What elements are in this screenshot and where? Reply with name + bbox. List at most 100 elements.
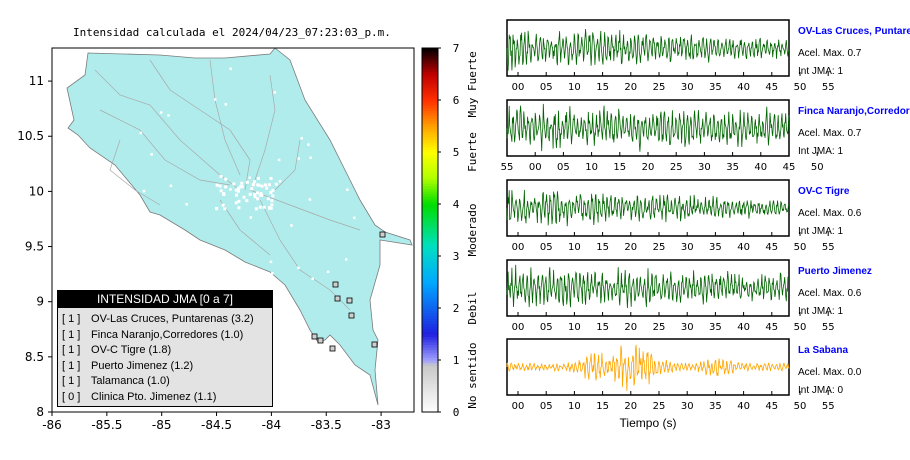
town-marker <box>139 131 143 135</box>
town-marker <box>86 267 89 270</box>
legend-entry: [ 1 ] Finca Naranjo,Corredores (1.0) <box>62 328 254 344</box>
colorbar-segment <box>422 219 438 223</box>
colorbar-segment <box>422 209 438 213</box>
colorbar-segment <box>422 180 438 184</box>
town-marker <box>223 207 227 211</box>
map-x-tick-label: -84 <box>262 418 282 432</box>
map-y-tick-label: 9.5 <box>25 240 44 254</box>
station-marker <box>346 297 353 304</box>
colorbar-segment <box>422 287 438 291</box>
town-marker <box>119 218 122 221</box>
colorbar-segment <box>422 269 438 273</box>
waveform-tick-label: 30 <box>681 242 694 253</box>
town-marker <box>232 182 236 186</box>
colorbar-segment <box>422 191 438 195</box>
town-marker <box>309 156 312 160</box>
town-marker <box>260 193 264 197</box>
town-marker <box>307 143 310 146</box>
colorbar-segment <box>422 399 438 403</box>
waveform-tick-label: 10 <box>568 401 581 412</box>
legend-intensity: [ 0 ] <box>62 390 81 403</box>
colorbar-segment <box>422 217 438 221</box>
colorbar-segment <box>422 227 438 231</box>
legend-panel <box>57 290 273 407</box>
colorbar-segment <box>422 133 438 137</box>
colorbar-segment <box>422 375 438 379</box>
legend-station: Puerto Jimenez (1.2) <box>88 359 194 372</box>
waveform-tick-label: 55 <box>822 82 835 93</box>
colorbar-segment <box>422 185 438 189</box>
colorbar-segment <box>422 97 438 101</box>
town-marker <box>274 182 278 186</box>
town-marker <box>326 270 330 274</box>
colorbar-segment <box>422 118 438 122</box>
colorbar-segment <box>422 404 438 408</box>
colorbar-segment <box>422 50 438 54</box>
colorbar-segment <box>422 149 438 153</box>
waveform-tick-label: 40 <box>737 82 750 93</box>
colorbar-segment <box>422 378 438 382</box>
legend-entry: [ 1 ] OV-Las Cruces, Puntarenas (3.2) <box>62 312 254 328</box>
legend-entry: [ 0 ] Clinica Pto. Jimenez (1.1) <box>62 390 254 406</box>
colorbar-segment <box>422 201 438 205</box>
max-acceleration-label: Acel. Max. 0.7 <box>798 128 862 139</box>
waveform-tick-label: 25 <box>653 242 666 253</box>
colorbar-segment <box>422 263 438 267</box>
station-marker <box>371 341 378 348</box>
map-y-tick-label: 8 <box>36 405 44 419</box>
colorbar-segment <box>422 318 438 322</box>
colorbar-segment <box>422 74 438 78</box>
colorbar-segment <box>422 292 438 296</box>
colorbar-segment <box>422 326 438 330</box>
colorbar-segment <box>422 282 438 286</box>
colorbar-tick-label: 1 <box>453 354 460 367</box>
town-marker <box>265 186 269 190</box>
colorbar-segment <box>422 63 438 67</box>
jma-intensity-label: Int JMA: 1 <box>798 146 843 157</box>
waveform-tick-label: 05 <box>557 162 570 173</box>
colorbar-segment <box>422 240 438 244</box>
town-marker <box>346 188 349 192</box>
town-marker <box>278 179 282 183</box>
town-marker <box>258 205 262 209</box>
town-marker <box>245 180 249 184</box>
colorbar-segment <box>422 66 438 70</box>
waveform-tick-label: 05 <box>540 401 553 412</box>
town-marker <box>224 185 228 189</box>
colorbar-segment <box>422 339 438 343</box>
town-marker <box>169 184 173 188</box>
colorbar-segment <box>422 336 438 340</box>
waveform-tick-label: 45 <box>765 322 778 333</box>
colorbar-category-label: Moderado <box>466 204 479 257</box>
waveform-line <box>506 264 790 309</box>
waveform-tick-label: 30 <box>681 322 694 333</box>
town-marker <box>237 199 241 203</box>
waveform-panel: 00 05 10 15 20 25 30 35 40 45 50 55 Puerto Jimenez Ac… <box>506 259 872 333</box>
colorbar-segment <box>422 48 438 52</box>
waveform-tick-label: 15 <box>613 162 626 173</box>
town-marker <box>221 203 225 207</box>
legend-entry: [ 1 ] Talamanca (1.0) <box>62 374 254 390</box>
colorbar-frame <box>421 47 439 413</box>
town-marker <box>229 188 232 191</box>
waveform-tick-label: 05 <box>540 82 553 93</box>
town-marker <box>271 188 275 192</box>
colorbar-segment <box>422 214 438 218</box>
colorbar-segment <box>422 115 438 119</box>
colorbar-segment <box>422 308 438 312</box>
waveform-tick-label: 25 <box>653 322 666 333</box>
waveform-tick-label: 55 <box>822 401 835 412</box>
station-marker <box>334 295 341 302</box>
waveform-tick-label: 55 <box>822 322 835 333</box>
colorbar-segment <box>422 401 438 405</box>
colorbar-segment <box>422 139 438 143</box>
colorbar-category-label: Fuerte <box>466 132 479 172</box>
town-marker <box>267 183 271 187</box>
town-marker <box>344 258 348 261</box>
town-marker <box>375 288 379 292</box>
town-marker <box>253 195 257 199</box>
map-x-tick-label: -85 <box>152 418 172 432</box>
colorbar-segment <box>422 55 438 59</box>
colorbar-segment <box>422 370 438 374</box>
